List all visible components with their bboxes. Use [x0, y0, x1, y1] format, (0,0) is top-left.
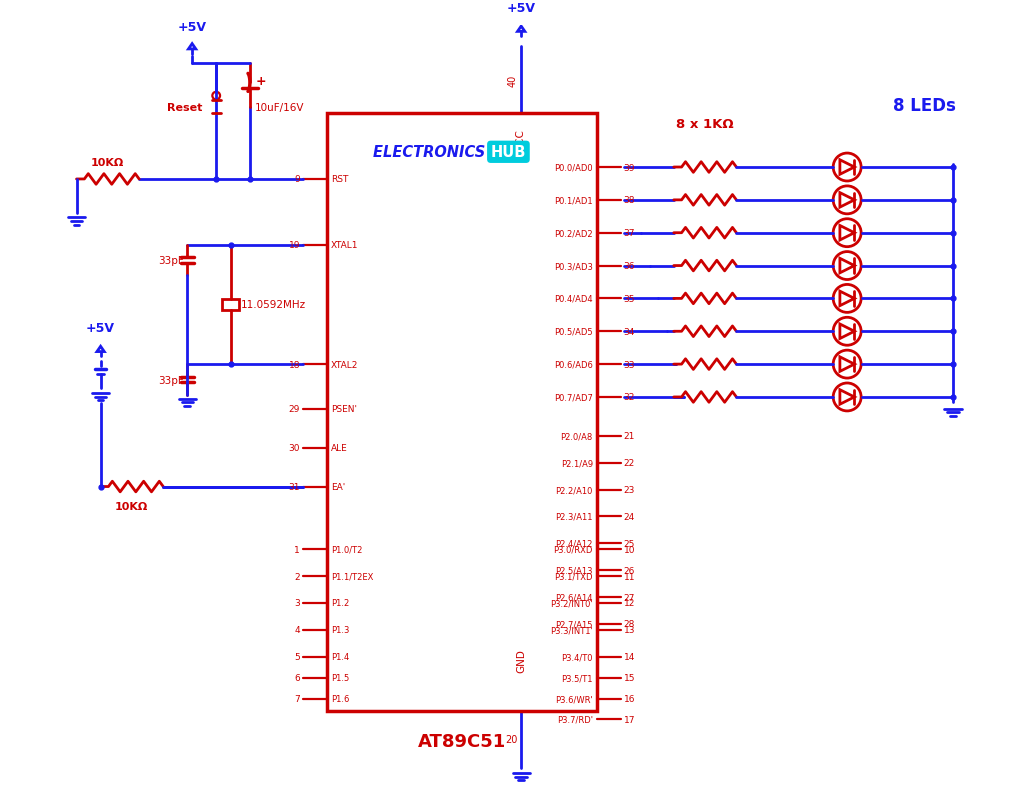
Text: P2.5/A13: P2.5/A13 [554, 566, 592, 575]
Text: 10: 10 [623, 545, 635, 554]
Bar [222, 299, 239, 311]
Text: 16: 16 [623, 694, 635, 703]
Text: 33: 33 [623, 360, 635, 369]
Text: 19: 19 [288, 241, 300, 250]
Text: 29: 29 [288, 405, 300, 414]
Text: Reset: Reset [167, 102, 203, 113]
Text: 22: 22 [623, 458, 634, 468]
Text: +5V: +5V [506, 2, 535, 15]
Text: P3.3/INT1': P3.3/INT1' [549, 625, 592, 634]
Text: P0.7/AD7: P0.7/AD7 [553, 393, 592, 402]
Text: P2.1/A9: P2.1/A9 [560, 458, 592, 468]
Text: 34: 34 [623, 328, 635, 337]
Text: 9: 9 [293, 175, 300, 184]
Text: +: + [256, 75, 266, 88]
Text: P1.0/T2: P1.0/T2 [330, 545, 362, 554]
Text: +5V: +5V [177, 20, 207, 33]
Text: 8 x 1KΩ: 8 x 1KΩ [676, 118, 733, 131]
Text: 25: 25 [623, 539, 635, 548]
Text: P3.1/TXD: P3.1/TXD [553, 572, 592, 581]
Text: P1.1/T2EX: P1.1/T2EX [330, 572, 373, 581]
Text: 40: 40 [506, 75, 517, 87]
Text: 39: 39 [623, 163, 635, 172]
Text: P2.0/A8: P2.0/A8 [560, 431, 592, 440]
Text: P2.3/A11: P2.3/A11 [554, 513, 592, 521]
Text: GND: GND [516, 648, 526, 672]
Text: AT89C51: AT89C51 [418, 732, 505, 750]
Text: P2.7/A15: P2.7/A15 [554, 620, 592, 629]
Text: ALE: ALE [330, 444, 347, 453]
Text: P1.5: P1.5 [330, 673, 348, 682]
Text: 20: 20 [504, 735, 517, 744]
Text: 6: 6 [293, 673, 300, 682]
Text: XTAL2: XTAL2 [330, 360, 358, 369]
Text: P2.4/A12: P2.4/A12 [555, 539, 592, 548]
Text: 35: 35 [623, 294, 635, 303]
Text: 32: 32 [623, 393, 635, 402]
Text: ELECTRONICS: ELECTRONICS [373, 145, 490, 160]
Text: 10KΩ: 10KΩ [115, 501, 148, 512]
Text: 5: 5 [293, 652, 300, 662]
Text: 15: 15 [623, 673, 635, 682]
Text: P3.6/WR': P3.6/WR' [554, 694, 592, 703]
Text: P1.2: P1.2 [330, 599, 348, 607]
Text: 18: 18 [288, 360, 300, 369]
Text: P0.1/AD1: P0.1/AD1 [553, 196, 592, 205]
Text: 17: 17 [623, 715, 635, 724]
Text: 7: 7 [293, 694, 300, 703]
Text: P0.4/AD4: P0.4/AD4 [553, 294, 592, 303]
Text: 28: 28 [623, 620, 635, 629]
Text: P0.5/AD5: P0.5/AD5 [553, 328, 592, 337]
Text: +5V: +5V [86, 322, 115, 335]
Text: 11: 11 [623, 572, 635, 581]
Text: P1.6: P1.6 [330, 694, 348, 703]
Text: P3.2/INT0': P3.2/INT0' [549, 599, 592, 607]
Text: VCC: VCC [516, 129, 526, 150]
Text: 38: 38 [623, 196, 635, 205]
Text: P3.0/RXD: P3.0/RXD [553, 545, 592, 554]
Text: P0.0/AD0: P0.0/AD0 [553, 163, 592, 172]
Text: XTAL1: XTAL1 [330, 241, 358, 250]
Text: 1: 1 [293, 545, 300, 554]
Text: 12: 12 [623, 599, 635, 607]
Text: 21: 21 [623, 431, 635, 440]
Text: 27: 27 [623, 593, 635, 602]
Text: P1.4: P1.4 [330, 652, 348, 662]
Text: 36: 36 [623, 262, 635, 271]
Text: P1.3: P1.3 [330, 625, 348, 634]
Text: 3: 3 [293, 599, 300, 607]
Text: 4: 4 [294, 625, 300, 634]
Text: P3.5/T1: P3.5/T1 [560, 673, 592, 682]
Text: P2.6/A14: P2.6/A14 [554, 593, 592, 602]
Text: EA': EA' [330, 483, 344, 491]
Text: 10uF/16V: 10uF/16V [255, 102, 304, 113]
Text: 10KΩ: 10KΩ [91, 158, 124, 168]
Text: P3.7/RD': P3.7/RD' [556, 715, 592, 724]
Text: 33pF: 33pF [159, 375, 184, 385]
Text: 23: 23 [623, 486, 635, 495]
Text: P0.6/AD6: P0.6/AD6 [553, 360, 592, 369]
Text: 37: 37 [623, 229, 635, 238]
Text: 8 LEDs: 8 LEDs [892, 97, 955, 115]
Bar [327, 114, 596, 710]
Text: 26: 26 [623, 566, 635, 575]
Text: 14: 14 [623, 652, 635, 662]
Text: 11.0592MHz: 11.0592MHz [242, 300, 306, 310]
Text: 13: 13 [623, 625, 635, 634]
Text: RST: RST [330, 175, 347, 184]
Text: PSEN': PSEN' [330, 405, 357, 414]
Text: 2: 2 [294, 572, 300, 581]
Text: HUB: HUB [490, 145, 526, 160]
Text: 24: 24 [623, 513, 634, 521]
Text: 33pF: 33pF [159, 255, 184, 266]
Text: P2.2/A10: P2.2/A10 [555, 486, 592, 495]
Text: P0.2/AD2: P0.2/AD2 [553, 229, 592, 238]
Text: P0.3/AD3: P0.3/AD3 [553, 262, 592, 271]
Text: P3.4/T0: P3.4/T0 [560, 652, 592, 662]
Text: 31: 31 [288, 483, 300, 491]
Text: 30: 30 [288, 444, 300, 453]
